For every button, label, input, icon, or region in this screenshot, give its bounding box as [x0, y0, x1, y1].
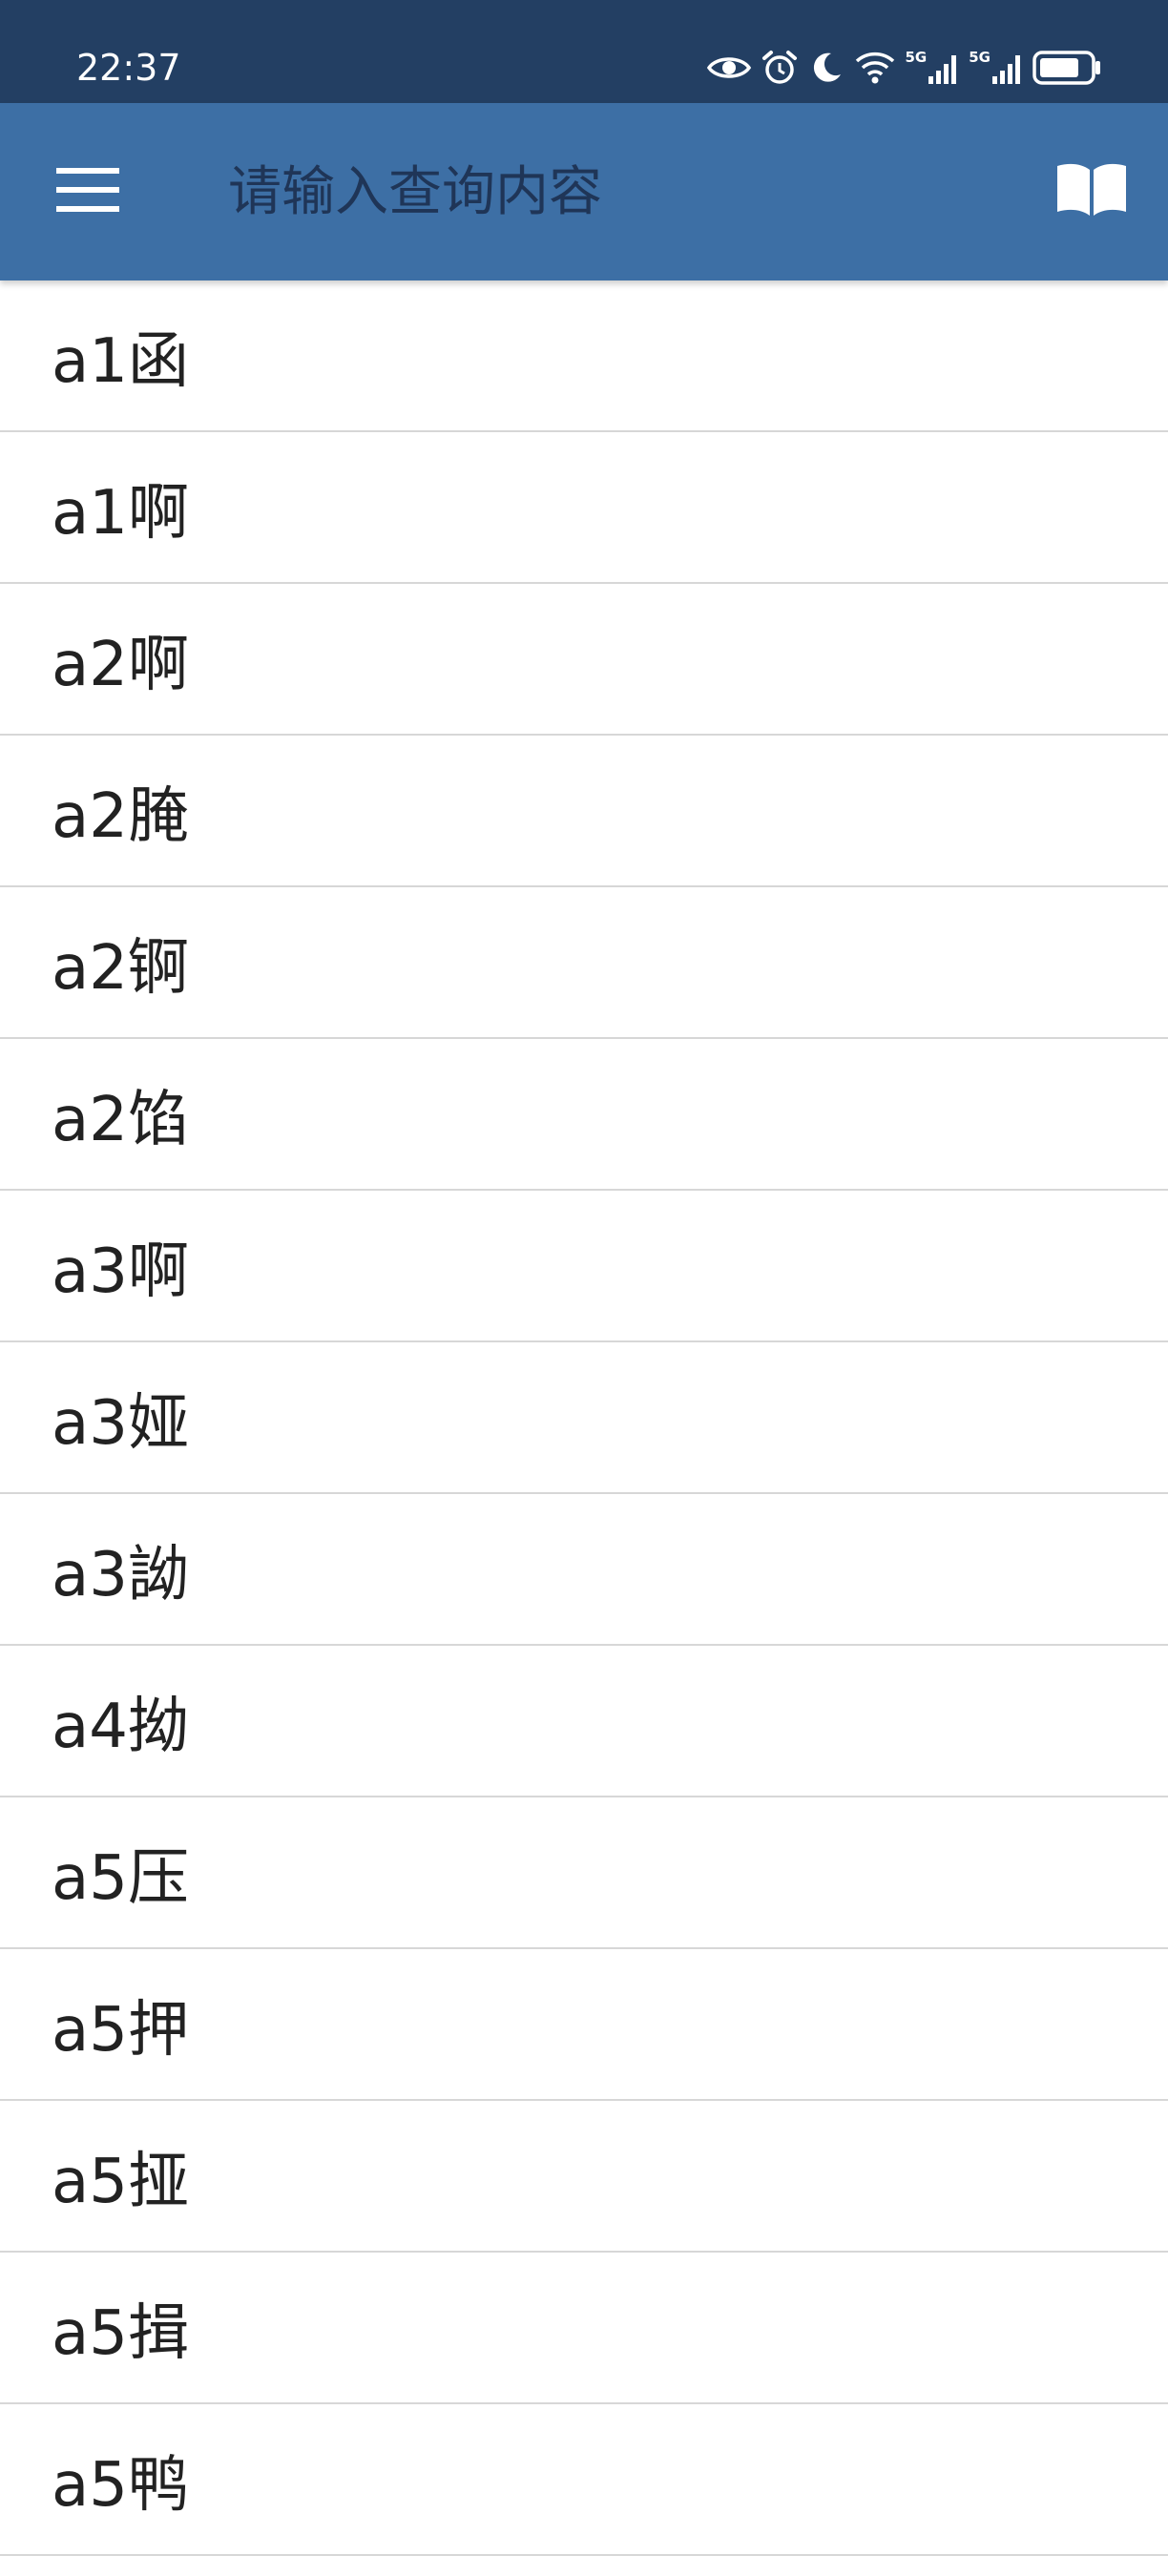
battery-icon: [1032, 50, 1101, 86]
moon-icon: [808, 50, 845, 86]
list-item[interactable]: a2腌: [0, 736, 1168, 887]
list-item[interactable]: a1函: [0, 280, 1168, 432]
eye-icon: [706, 52, 751, 83]
list-item[interactable]: a3娅: [0, 1342, 1168, 1494]
list-item[interactable]: a5压: [0, 1797, 1168, 1949]
status-icons: 5G 5G: [706, 44, 1102, 92]
results-list: a1函 a1啊 a2啊 a2腌 a2锕 a2馅 a3啊 a3娅 a3詏 a4拗 …: [0, 280, 1168, 2576]
network-label: 5G: [905, 49, 928, 66]
list-item[interactable]: a5揖: [0, 2253, 1168, 2404]
list-item[interactable]: a2啊: [0, 584, 1168, 736]
status-time: 22:37: [76, 47, 181, 89]
search-input[interactable]: [215, 149, 1005, 235]
dictionary-button[interactable]: [1050, 153, 1134, 229]
list-item[interactable]: a4拗: [0, 1646, 1168, 1797]
alarm-icon: [761, 49, 799, 87]
list-item[interactable]: a1啊: [0, 432, 1168, 584]
list-item[interactable]: a3詏: [0, 1494, 1168, 1646]
wifi-icon: [854, 50, 896, 86]
list-item[interactable]: a5押: [0, 1949, 1168, 2101]
hamburger-menu-icon: [56, 166, 119, 218]
list-item[interactable]: a5挜: [0, 2101, 1168, 2253]
list-item[interactable]: a2锕: [0, 887, 1168, 1039]
list-item[interactable]: a5鸭: [0, 2404, 1168, 2556]
app-bar: [0, 103, 1168, 280]
signal-5g-icon: 5G: [969, 50, 1023, 86]
network-label: 5G: [969, 49, 991, 66]
menu-button[interactable]: [50, 160, 126, 223]
status-bar: 22:37: [0, 0, 1168, 103]
signal-5g-icon: 5G: [906, 50, 960, 86]
list-item[interactable]: a3啊: [0, 1191, 1168, 1342]
list-item[interactable]: a2馅: [0, 1039, 1168, 1191]
open-book-icon: [1053, 158, 1130, 223]
